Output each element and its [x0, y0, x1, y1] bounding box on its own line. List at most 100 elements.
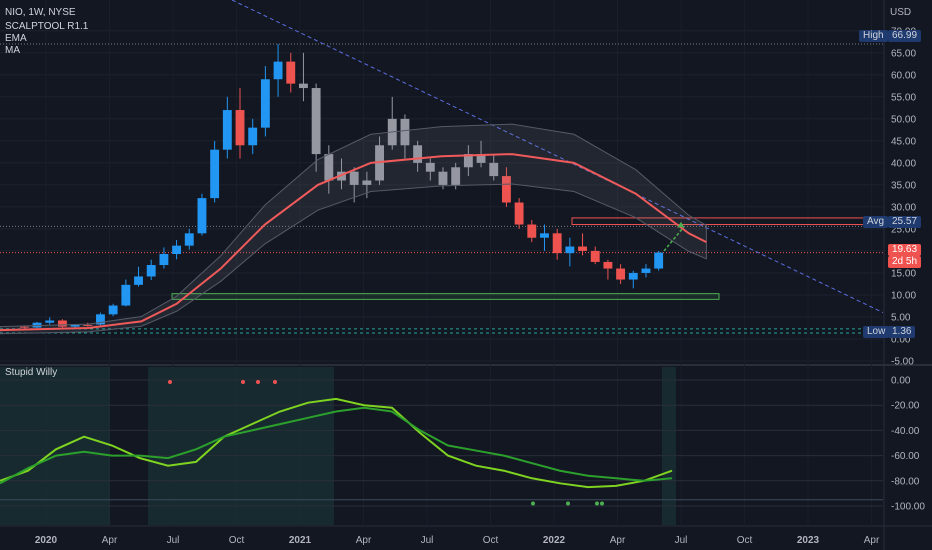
- last-price-badge: 19.63: [888, 244, 922, 256]
- candle-body: [540, 233, 549, 238]
- price-tick-label: 65.00: [891, 48, 916, 59]
- candle-body: [45, 320, 55, 323]
- price-tick-label: 15.00: [891, 268, 916, 279]
- candle-body: [463, 154, 473, 168]
- time-tick-label: 2020: [35, 535, 58, 546]
- candle-body: [19, 326, 29, 328]
- candle-body: [83, 324, 93, 326]
- price-tick-label: 60.00: [891, 70, 916, 81]
- osc-fast-line: [0, 397, 673, 489]
- time-tick-label: Jul: [421, 535, 434, 546]
- time-tick-label: Oct: [737, 535, 753, 546]
- time-tick-label: Apr: [356, 535, 372, 546]
- candle-body: [451, 167, 461, 185]
- candle-body: [260, 79, 270, 128]
- candle-body: [273, 61, 283, 80]
- osc-tick-label: 0.00: [891, 376, 911, 387]
- candle-body: [235, 110, 245, 146]
- candle-body: [311, 88, 321, 155]
- candle-body: [349, 171, 359, 185]
- osc-trough-marker: [566, 501, 570, 506]
- candle-body: [628, 272, 638, 280]
- candle-body: [616, 268, 626, 280]
- support-zone: [171, 293, 720, 300]
- time-tick-label: Oct: [229, 535, 245, 546]
- candle-body: [57, 320, 67, 327]
- candle-body: [70, 324, 80, 327]
- candle-body: [197, 198, 207, 234]
- price-tick-label: -5.00: [891, 357, 914, 368]
- candle-body: [413, 145, 423, 163]
- price-tick-label: 5.00: [891, 312, 911, 323]
- osc-tick-label: -60.00: [891, 451, 920, 462]
- osc-tick-label: -40.00: [891, 426, 920, 437]
- candle-body: [527, 224, 537, 238]
- osc-region-shade: [662, 367, 676, 525]
- low-label-badge: Low: [863, 326, 890, 338]
- candle-body: [108, 305, 118, 315]
- osc-region-shade: [148, 367, 334, 525]
- candle-body: [654, 252, 664, 269]
- osc-peak-marker: [273, 380, 277, 384]
- price-tick-label: 35.00: [891, 180, 916, 191]
- osc-tick-label: -20.00: [891, 401, 920, 412]
- candle-body: [552, 233, 562, 254]
- price-tick-label: 10.00: [891, 290, 916, 301]
- time-tick-label: Jul: [167, 535, 180, 546]
- candle-body: [489, 162, 499, 177]
- candle-body: [286, 61, 296, 84]
- ema-channel: [0, 123, 707, 335]
- candle-body: [476, 154, 486, 163]
- low-value-badge: 1.36: [888, 326, 916, 338]
- osc-peak-marker: [241, 380, 245, 384]
- time-tick-label: 2022: [543, 535, 566, 546]
- avg-label-badge: Avg: [863, 216, 889, 228]
- indicator-ema[interactable]: EMA: [5, 33, 27, 44]
- osc-tick-label: -80.00: [891, 476, 920, 487]
- candle-body: [299, 83, 308, 89]
- candle-body: [222, 110, 232, 150]
- subpanel-title[interactable]: Stupid Willy: [5, 367, 58, 378]
- indicator-ma[interactable]: MA: [5, 45, 20, 56]
- candle-body: [172, 245, 182, 255]
- candle-body: [565, 246, 575, 254]
- candle-body: [641, 268, 651, 273]
- currency-label: USD: [890, 7, 912, 18]
- high-value-badge: 66.99: [888, 30, 922, 42]
- price-tick-label: 55.00: [891, 92, 916, 103]
- price-tick-label: 30.00: [891, 202, 916, 213]
- price-tick-label: 45.00: [891, 136, 916, 147]
- countdown-badge: 2d 5h: [888, 256, 922, 268]
- price-tick-label: 0.00: [891, 334, 911, 345]
- osc-tick-label: -100.00: [891, 502, 925, 513]
- candle-body: [324, 154, 334, 181]
- candle-body: [146, 265, 156, 277]
- candle-body: [121, 284, 131, 306]
- time-tick-label: Oct: [483, 535, 499, 546]
- candle-body: [96, 314, 105, 325]
- indicator-scalptool[interactable]: SCALPTOOL R1.1: [5, 21, 89, 32]
- osc-trough-marker: [595, 501, 599, 506]
- avg-value-badge: 25.57: [888, 216, 922, 228]
- candle-body: [362, 180, 372, 185]
- high-label-badge: High: [859, 30, 888, 42]
- price-tick-label: 40.00: [891, 158, 916, 169]
- candle-body: [514, 202, 524, 225]
- time-tick-label: 2023: [797, 535, 820, 546]
- candle-body: [578, 246, 587, 251]
- projection-arrowhead: [677, 221, 684, 228]
- time-tick-label: Apr: [864, 535, 880, 546]
- osc-peak-marker: [256, 380, 260, 384]
- candle-body: [400, 118, 410, 146]
- osc-slow-line: [0, 406, 673, 485]
- candle-body: [210, 149, 220, 199]
- time-tick-label: Apr: [610, 535, 626, 546]
- time-tick-label: Apr: [102, 535, 118, 546]
- candle-body: [134, 276, 143, 285]
- osc-trough-marker: [600, 501, 604, 506]
- osc-trough-marker: [531, 501, 535, 506]
- candle-body: [590, 250, 600, 262]
- time-tick-label: 2021: [289, 535, 312, 546]
- candle-body: [159, 254, 169, 266]
